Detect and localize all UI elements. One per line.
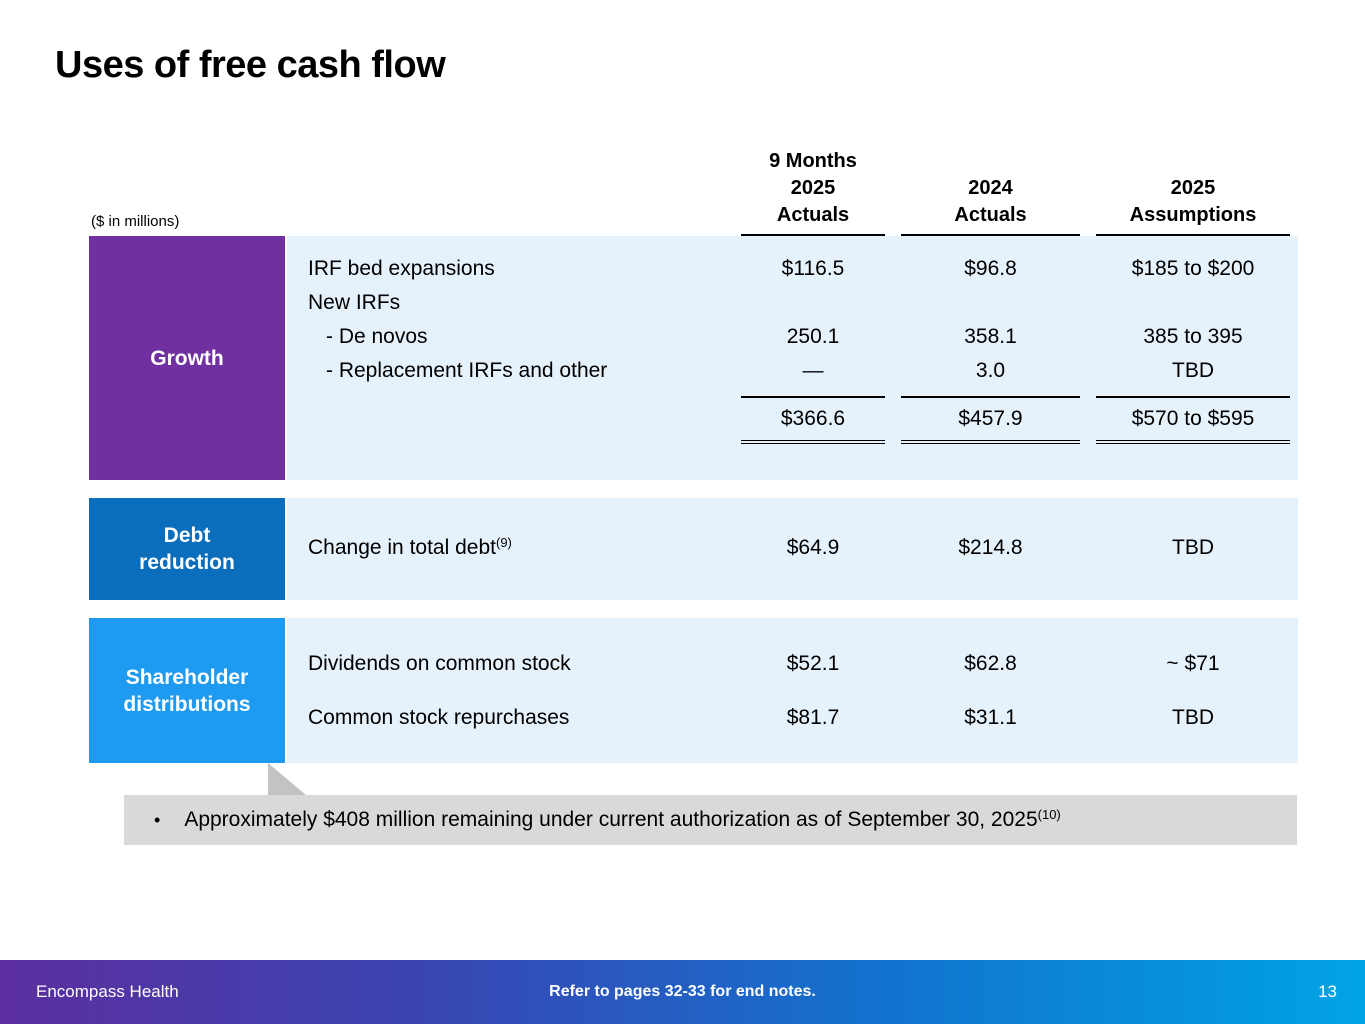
value-2024-actuals: $31.1 — [964, 705, 1017, 729]
value-2025-assumptions — [1088, 286, 1298, 320]
shareholder-label-line: Shareholder — [125, 665, 249, 689]
value-9m-2025-actuals: $116.5 — [781, 257, 845, 280]
page-number: 13 — [1318, 982, 1337, 1001]
footer-bar: Encompass Health Refer to pages 32-33 fo… — [0, 960, 1365, 1024]
debt-content: Change in total debt(9) $64.9 $214.8 TBD — [287, 498, 1298, 600]
value-9m-2025-actuals: $64.9 — [786, 536, 840, 559]
table-row: - De novos 250.1 358.1 385 to 395 — [287, 320, 1298, 354]
table-row: New IRFs — [287, 286, 1298, 320]
page-title: Uses of free cash flow — [55, 44, 446, 86]
callout-text: Approximately $408 million remaining und… — [184, 807, 1061, 832]
row-label: New IRFs — [308, 291, 401, 314]
column-header-line: 9 Months — [769, 150, 857, 172]
value-2025-assumptions: ~ $71 — [1166, 651, 1220, 675]
value-2024-actuals: $96.8 — [964, 257, 1017, 280]
row-label: Common stock repurchases — [308, 705, 570, 729]
value-9m-2025-actuals: $81.7 — [786, 705, 840, 729]
table-row: - Replacement IRFs and other — 3.0 TBD — [287, 354, 1298, 388]
value-9m-2025-actuals — [733, 286, 893, 320]
value-9m-2025-actuals: 250.1 — [786, 325, 840, 348]
callout-text-main: Approximately $408 million remaining und… — [184, 808, 1038, 831]
bullet-icon: • — [154, 809, 161, 830]
column-header-line: 2025 — [1170, 177, 1216, 199]
debt-label-line: reduction — [139, 551, 235, 574]
column-header-line: Assumptions — [1129, 204, 1257, 226]
value-2024-actuals: 3.0 — [975, 359, 1006, 382]
row-label-text: Change in total debt — [308, 536, 496, 559]
table-header-row: ($ in millions) 9 Months 2025 Actuals 20… — [89, 148, 1298, 236]
value-2025-assumptions: TBD — [1172, 359, 1214, 382]
brand-name: Encompass Health — [36, 982, 179, 1001]
table-row: IRF bed expansions $116.5 $96.8 $185 to … — [287, 252, 1298, 286]
row-label: Change in total debt(9) — [287, 531, 733, 567]
callout-pointer-triangle — [268, 763, 306, 795]
growth-content: IRF bed expansions $116.5 $96.8 $185 to … — [287, 236, 1298, 480]
row-label: Dividends on common stock — [308, 651, 571, 675]
value-2025-assumptions: $185 to $200 — [1131, 257, 1255, 280]
growth-total-row: $366.6 $457.9 $570 to $595 — [287, 396, 1298, 444]
total-9m-2025-actuals: $366.6 — [741, 396, 885, 444]
table-row: Dividends on common stock $52.1 $62.8 ~ … — [287, 647, 1298, 681]
total-2025-assumptions: $570 to $595 — [1096, 396, 1290, 444]
table-row: Change in total debt(9) $64.9 $214.8 TBD — [287, 531, 1298, 567]
section-growth: Growth IRF bed expansions $116.5 $96.8 $… — [89, 236, 1298, 480]
column-header-line: 2025 — [790, 177, 836, 199]
cash-flow-table: ($ in millions) 9 Months 2025 Actuals 20… — [89, 148, 1298, 763]
shareholder-label-box: Shareholder distributions — [89, 618, 285, 763]
growth-label-box: Growth — [89, 236, 285, 480]
value-2025-assumptions: TBD — [1172, 705, 1214, 729]
debt-label-line: Debt — [163, 524, 211, 547]
total-2024-actuals: $457.9 — [901, 396, 1080, 444]
units-note: ($ in millions) — [91, 213, 180, 230]
value-2024-actuals: $62.8 — [964, 651, 1017, 675]
section-shareholder-distributions: Shareholder distributions Dividends on c… — [89, 618, 1298, 763]
growth-label: Growth — [150, 346, 224, 370]
column-header-line: Actuals — [776, 204, 850, 226]
callout-superscript: (10) — [1037, 807, 1061, 822]
column-header-9m-2025-actuals: 9 Months 2025 Actuals — [741, 148, 885, 236]
table-row: Common stock repurchases $81.7 $31.1 TBD — [287, 701, 1298, 735]
column-header-line: 2024 — [968, 177, 1013, 199]
shareholder-content: Dividends on common stock $52.1 $62.8 ~ … — [287, 618, 1298, 763]
column-header-2024-actuals: 2024 Actuals — [901, 175, 1080, 236]
value-2024-actuals — [893, 286, 1088, 320]
debt-reduction-label-box: Debt reduction — [89, 498, 285, 600]
column-header-line: Actuals — [954, 204, 1027, 226]
endnotes-reference: Refer to pages 32-33 for end notes. — [549, 983, 816, 1000]
shareholder-label-line: distributions — [123, 692, 251, 716]
column-header-2025-assumptions: 2025 Assumptions — [1096, 175, 1290, 236]
value-2024-actuals: 358.1 — [964, 325, 1017, 348]
footnote-superscript: (9) — [495, 535, 512, 550]
value-2025-assumptions: TBD — [1172, 536, 1214, 559]
value-9m-2025-actuals: $52.1 — [786, 651, 840, 675]
total-row-spacer — [287, 396, 733, 444]
value-2024-actuals: $214.8 — [958, 536, 1023, 559]
row-label: - Replacement IRFs and other — [326, 359, 608, 382]
value-9m-2025-actuals: — — [802, 359, 824, 382]
row-label: IRF bed expansions — [308, 257, 495, 280]
section-debt-reduction: Debt reduction Change in total debt(9) $… — [89, 498, 1298, 600]
value-2025-assumptions: 385 to 395 — [1143, 325, 1243, 348]
callout-note: • Approximately $408 million remaining u… — [124, 795, 1297, 845]
row-label: - De novos — [326, 325, 428, 348]
